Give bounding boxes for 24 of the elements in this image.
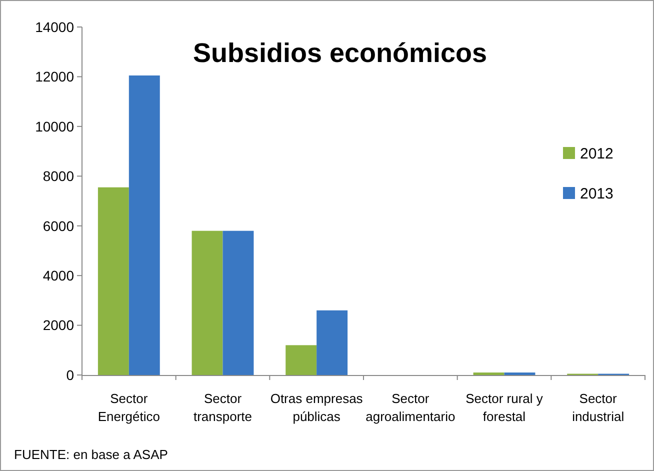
bar [222, 230, 254, 375]
bar [128, 75, 160, 375]
y-tick-label: 8000 [42, 168, 74, 184]
bar [98, 187, 129, 375]
y-tick-label: 12000 [35, 68, 74, 85]
legend-label: 2012 [580, 145, 614, 162]
y-tick-label: 10000 [35, 118, 74, 134]
chart-title: Subsidios económicos [192, 38, 488, 68]
bar [316, 310, 348, 375]
legend-label: 2013 [580, 185, 614, 202]
y-tick-label: 0 [66, 366, 74, 383]
x-tick-label: Sector rural y forestal [466, 391, 544, 424]
x-tick-label: Sector transporte [193, 391, 252, 424]
bar [286, 345, 317, 375]
y-tick-label: 14000 [35, 18, 74, 35]
x-tick-label: Sector agroalimentario [366, 391, 456, 424]
bar [192, 230, 223, 375]
y-tick-label: 4000 [42, 267, 74, 284]
x-tick-label: Sector Energético [98, 391, 160, 424]
x-tick-label: Otras empresas públicas [270, 391, 364, 424]
y-tick-label: 6000 [42, 218, 74, 234]
source-note: FUENTE: en base a ASAP [14, 447, 168, 462]
y-tick-label: 2000 [42, 317, 74, 334]
x-tick-label: Sector industrial [572, 391, 624, 424]
